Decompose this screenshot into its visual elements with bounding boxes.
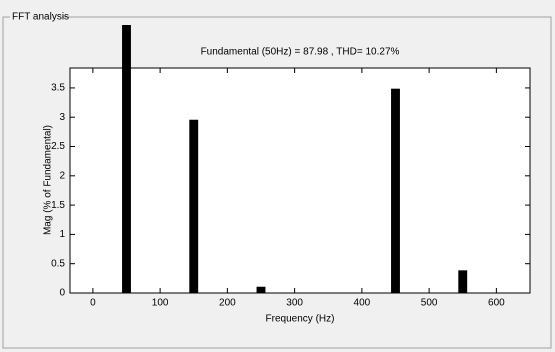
x-tick-label: 600 — [488, 298, 505, 309]
y-tick-label: 2 — [59, 170, 65, 181]
plot-area — [69, 67, 531, 294]
bar — [458, 270, 468, 294]
y-tick-label: 0 — [59, 288, 65, 299]
panel-title: FFT analysis — [12, 12, 69, 23]
bar — [122, 25, 131, 294]
panel-border — [2, 16, 552, 349]
y-tick-label: 2.5 — [51, 141, 65, 152]
x-tick-label: 100 — [152, 298, 169, 309]
chart-title: Fundamental (50Hz) = 87.98 , THD= 10.27% — [201, 47, 400, 58]
x-axis-label: Frequency (Hz) — [266, 314, 335, 325]
bar — [189, 119, 199, 294]
y-axis-label: Mag (% of Fundamental) — [43, 125, 54, 235]
y-tick-label: 1.5 — [51, 200, 65, 211]
bar — [256, 286, 266, 294]
bar — [391, 88, 400, 294]
x-tick-label: 0 — [90, 298, 96, 309]
bars — [122, 25, 468, 294]
x-tick-label: 200 — [219, 298, 236, 309]
x-tick-label: 300 — [286, 298, 303, 309]
y-tick-label: 3.5 — [51, 83, 65, 94]
y-tick-label: 3 — [59, 112, 65, 123]
x-tick-label: 400 — [354, 298, 371, 309]
y-tick-label: 0.5 — [51, 258, 65, 269]
y-tick-label: 1 — [59, 229, 65, 240]
x-tick-label: 500 — [421, 298, 438, 309]
